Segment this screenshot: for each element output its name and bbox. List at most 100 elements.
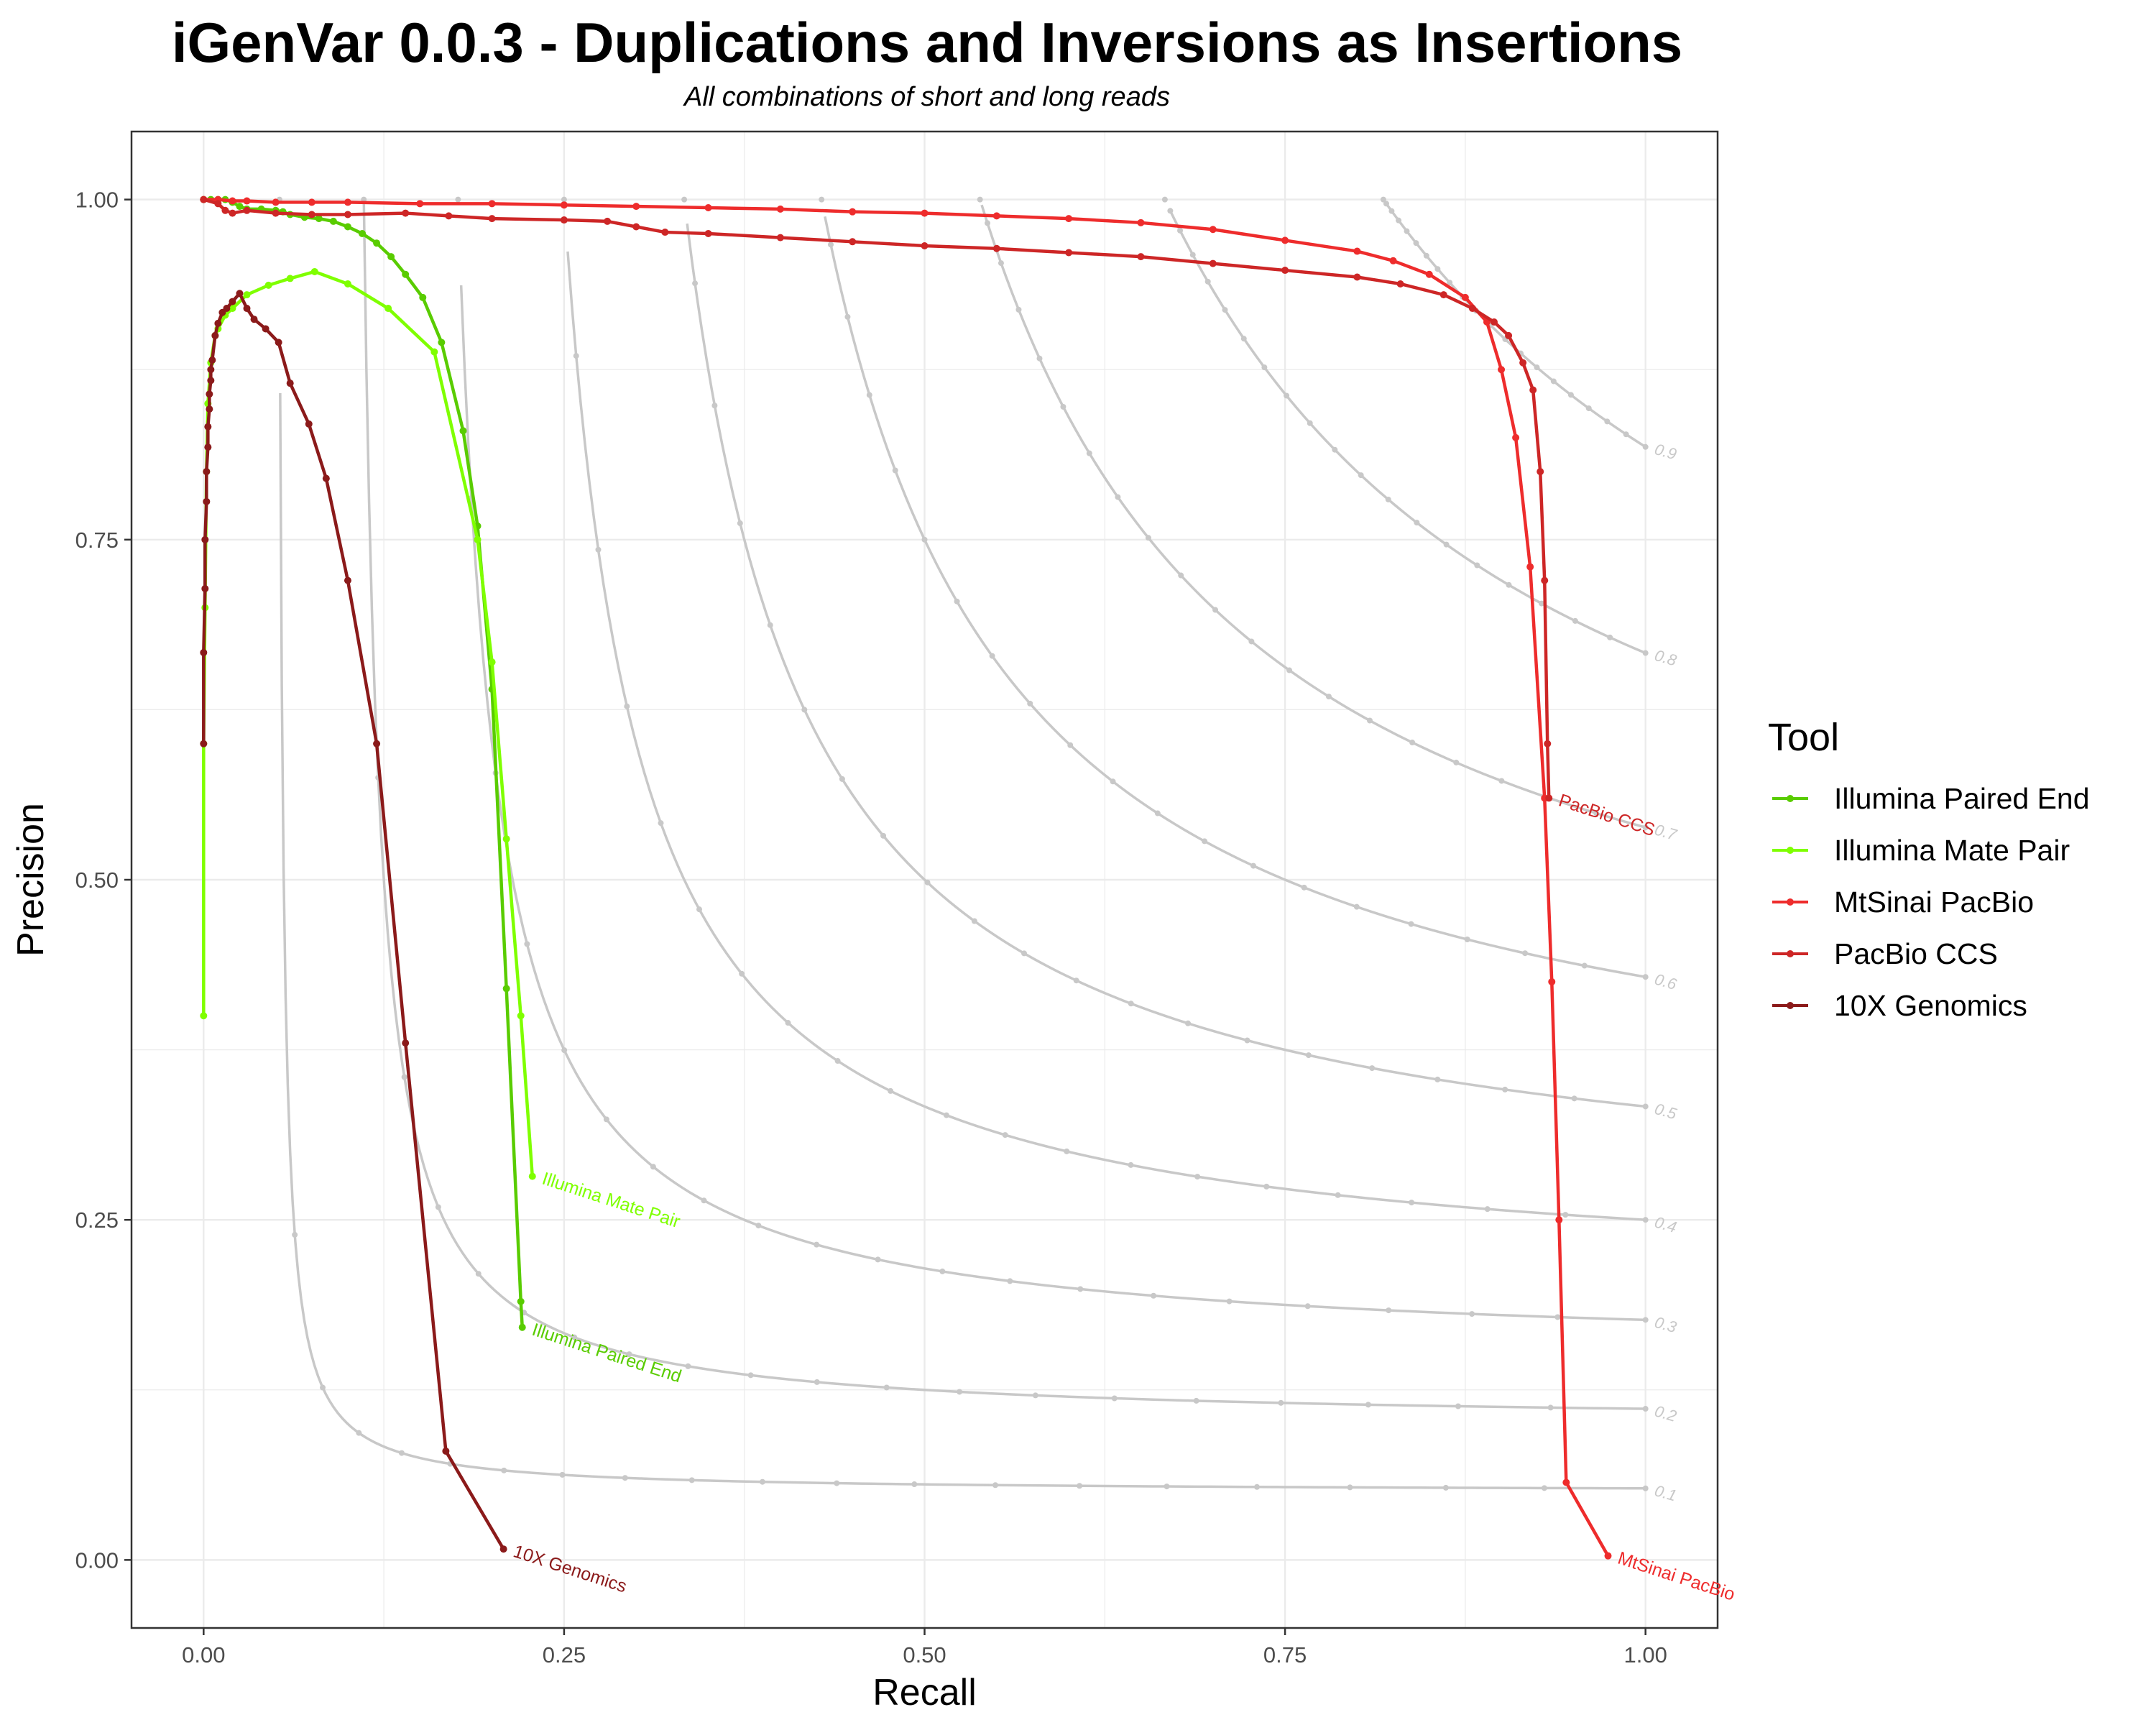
f-score-point	[759, 1478, 765, 1485]
f-score-point	[1222, 307, 1228, 313]
f-score-point	[1474, 562, 1480, 569]
f-score-point	[921, 536, 928, 543]
f-score-point	[1111, 1395, 1118, 1402]
series-point	[384, 305, 392, 313]
series-point	[204, 443, 212, 451]
f-score-point	[834, 1480, 840, 1486]
series-end-label: Illumina Mate Pair	[540, 1169, 683, 1232]
legend-label: Illumina Mate Pair	[1834, 833, 2070, 867]
series-end-label: PacBio CCS	[1556, 791, 1657, 841]
series-point	[272, 198, 280, 206]
series-point	[243, 291, 251, 299]
f-score-point	[559, 1471, 566, 1478]
f-score-point	[1194, 1174, 1201, 1180]
f-score-point	[624, 703, 630, 709]
f-score-label: 0.9	[1653, 440, 1679, 463]
f-score-point	[475, 1271, 482, 1277]
f-score-point	[1369, 1065, 1376, 1072]
series-point	[243, 305, 251, 313]
series-point	[203, 468, 211, 476]
f-score-point	[1404, 228, 1410, 234]
f-score-point	[1413, 240, 1419, 247]
series-point	[200, 648, 208, 656]
f-score-point	[1110, 778, 1116, 785]
f-score-point	[1571, 1095, 1577, 1102]
f-score-point	[1189, 252, 1196, 258]
series-point	[1529, 386, 1537, 394]
legend-key-dot	[1787, 950, 1794, 957]
series-point	[308, 211, 315, 218]
f-score-point	[755, 1223, 762, 1229]
legend-item: Illumina Mate Pair	[1768, 824, 2090, 876]
f-score-point	[1562, 1212, 1569, 1218]
f-score-point	[1607, 634, 1613, 640]
series-point	[430, 348, 438, 356]
f-score-point	[1164, 1484, 1170, 1490]
f-score-point	[1554, 1314, 1561, 1320]
f-score-point	[701, 1197, 707, 1204]
legend-key-dot	[1787, 847, 1794, 854]
legend-key	[1768, 773, 1812, 824]
f-score-point	[828, 242, 834, 248]
f-score-point	[1408, 921, 1414, 927]
series-point	[502, 835, 510, 843]
series-point	[214, 319, 222, 327]
f-score-point	[989, 653, 995, 659]
series-end-label: 10X Genomics	[511, 1541, 630, 1596]
series-point	[1562, 1478, 1570, 1486]
series-point	[229, 305, 236, 313]
f-score-point	[1167, 208, 1174, 214]
series-point	[344, 198, 351, 206]
f-score-point	[1434, 1076, 1441, 1082]
f-score-point	[1185, 1020, 1192, 1026]
f-score-point	[888, 1087, 894, 1094]
f-score-point	[401, 1074, 407, 1080]
f-score-point	[1204, 278, 1211, 285]
f-score-point	[292, 1231, 298, 1238]
f-score-point	[455, 196, 461, 203]
legend-key-dot	[1787, 1002, 1794, 1009]
f-score-point	[1550, 378, 1557, 385]
f-score-point	[1642, 650, 1649, 656]
f-score-point	[696, 906, 703, 913]
f-score-point	[681, 196, 688, 203]
f-score-point	[1027, 700, 1033, 707]
y-axis-title: Precision	[10, 803, 52, 957]
series-point	[474, 535, 482, 543]
f-score-point	[1447, 280, 1453, 286]
series-point	[1544, 740, 1552, 748]
series-point	[921, 209, 929, 217]
series-point	[250, 316, 258, 323]
series-point	[560, 201, 568, 209]
f-score-point	[1383, 201, 1389, 207]
f-score-point	[1396, 217, 1402, 224]
f-score-point	[785, 1020, 791, 1026]
f-score-point	[1453, 759, 1460, 765]
f-score-point	[1284, 392, 1290, 399]
f-score-point	[711, 402, 718, 409]
f-score-point	[1366, 717, 1373, 724]
series-point	[1281, 236, 1289, 244]
y-tick-label: 1.00	[75, 188, 119, 213]
f-score-point	[1250, 862, 1257, 869]
f-score-point	[1060, 403, 1067, 410]
y-tick-label: 0.00	[75, 1547, 119, 1573]
legend-key	[1768, 824, 1812, 876]
f-score-point	[844, 313, 851, 320]
series-point	[373, 239, 381, 247]
series-point	[308, 198, 315, 206]
x-tick-label: 0.75	[1263, 1642, 1307, 1668]
f-score-point	[1642, 1406, 1649, 1412]
f-score-point	[814, 1241, 820, 1248]
series-point	[1545, 794, 1553, 802]
f-score-point	[595, 546, 602, 553]
series-point	[315, 215, 323, 223]
f-score-label: 0.3	[1653, 1313, 1680, 1337]
f-score-curve	[1386, 203, 1646, 448]
f-score-point	[573, 353, 579, 359]
f-score-point	[998, 260, 1004, 267]
f-score-point	[1286, 667, 1293, 673]
f-score-point	[1623, 431, 1629, 438]
series-point	[402, 1039, 410, 1047]
f-score-point	[1278, 1399, 1284, 1406]
